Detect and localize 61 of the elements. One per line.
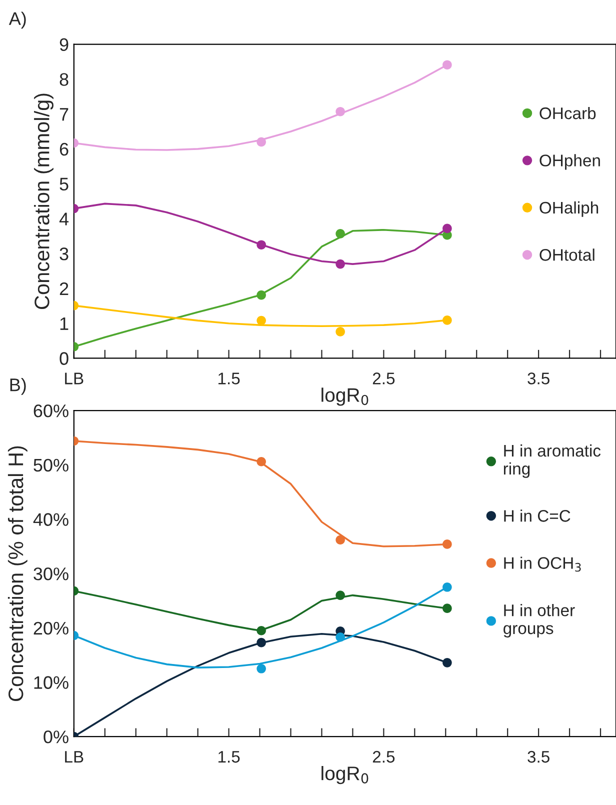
point — [256, 240, 266, 250]
legend-label: OHaliph — [540, 201, 598, 217]
y-axis-title: Concentration (% of total H) — [8, 446, 28, 702]
legend-label: OHphen — [540, 154, 600, 170]
point — [336, 229, 345, 238]
y-tick-label: 60% — [34, 404, 68, 418]
point — [256, 137, 266, 147]
y-tick-label: 8 — [60, 73, 68, 86]
y-tick-label: 0% — [44, 730, 68, 744]
x-tick-label: 3.5 — [528, 372, 550, 384]
point — [336, 106, 345, 116]
legend-label: H in OCH$_{3}$ — [504, 556, 581, 572]
point — [336, 327, 345, 336]
legend-label: H in other groups — [504, 604, 575, 638]
legend-label: H in C=C — [504, 510, 570, 522]
y-tick-label: 7 — [60, 108, 68, 121]
y-tick-label: 50% — [34, 458, 68, 472]
x-tick-label: 2.5 — [372, 372, 395, 384]
point — [442, 582, 452, 592]
chart-title: B) — [10, 378, 26, 395]
x-tick-label: 2.5 — [372, 750, 395, 763]
y-tick-label: 20% — [34, 622, 68, 635]
point — [336, 535, 345, 545]
x-tick-label: LB — [65, 372, 84, 384]
point — [442, 540, 452, 549]
x-axis-title: logR$_{0}$ — [322, 388, 368, 406]
point — [442, 604, 452, 613]
point — [256, 290, 266, 300]
y-tick-label: 6 — [60, 142, 68, 156]
point — [442, 658, 452, 668]
point — [256, 316, 266, 326]
point — [442, 316, 452, 325]
y-tick-label: 3 — [60, 248, 68, 260]
legend-label: OHtotal — [540, 248, 594, 261]
x-tick-label: 3.5 — [528, 750, 550, 763]
point — [256, 638, 266, 648]
y-tick-label: 0 — [60, 352, 68, 365]
x-axis-title: logR$_{0}$ — [322, 766, 368, 784]
x-tick-label: LB — [65, 751, 84, 763]
point — [256, 456, 266, 466]
x-tick-label: 1.5 — [218, 372, 240, 384]
point — [442, 60, 452, 70]
y-tick-label: 2 — [60, 282, 68, 295]
y-tick-label: 5 — [60, 178, 68, 191]
y-tick-label: 4 — [59, 212, 69, 226]
y-tick-label: 40% — [33, 513, 68, 526]
point — [336, 632, 345, 642]
y-axis-title: Concentration (mmol/g) — [34, 94, 54, 310]
point — [336, 259, 345, 269]
point — [256, 664, 266, 674]
point — [442, 224, 452, 234]
x-tick-label: 1.5 — [218, 751, 240, 763]
legend-label: OHcarb — [540, 106, 596, 120]
point — [336, 590, 345, 600]
chart-title: A) — [8, 12, 26, 29]
y-tick-label: 10% — [34, 676, 68, 689]
legend-label: H in aromatic ring — [504, 444, 601, 478]
point — [256, 626, 266, 636]
y-tick-label: 9 — [60, 38, 68, 51]
y-tick-label: 1 — [60, 317, 68, 330]
y-tick-label: 30% — [34, 567, 68, 580]
